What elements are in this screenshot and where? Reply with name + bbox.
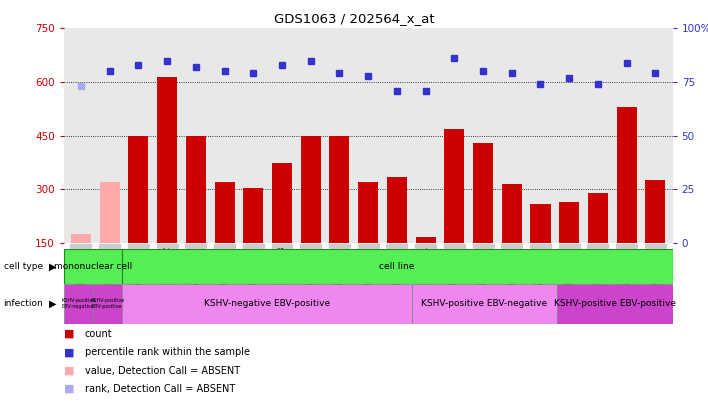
Bar [617, 107, 636, 243]
Text: GDS1063 / 202564_x_at: GDS1063 / 202564_x_at [274, 12, 434, 25]
Text: GSM38793: GSM38793 [536, 246, 545, 288]
Bar [156, 243, 178, 306]
Text: ■: ■ [64, 329, 74, 339]
Text: GSM38803: GSM38803 [191, 246, 200, 288]
Bar [272, 162, 292, 243]
Text: GSM38806: GSM38806 [450, 246, 459, 288]
Text: ▶: ▶ [50, 299, 57, 309]
Bar [411, 284, 556, 324]
Bar [328, 243, 351, 306]
Bar [357, 243, 379, 306]
Text: KSHV-positive
EBV-positive: KSHV-positive EBV-positive [90, 298, 125, 309]
Bar [501, 243, 523, 306]
Bar [644, 243, 667, 306]
Bar [244, 188, 263, 243]
Bar [442, 243, 466, 306]
Text: GSM38805: GSM38805 [249, 246, 258, 288]
Text: GSM38790: GSM38790 [134, 246, 143, 288]
Bar [645, 180, 666, 243]
Bar [127, 243, 150, 306]
Bar [358, 182, 378, 243]
Text: percentile rank within the sample: percentile rank within the sample [85, 347, 250, 357]
Text: GSM38794: GSM38794 [565, 246, 573, 288]
Text: ▶: ▶ [50, 261, 57, 271]
Text: GSM38792: GSM38792 [507, 246, 516, 288]
Text: KSHV-positive EBV-positive: KSHV-positive EBV-positive [554, 299, 675, 308]
Text: count: count [85, 329, 113, 339]
Bar [71, 234, 91, 243]
Bar [559, 202, 579, 243]
Bar [184, 243, 207, 306]
Bar [301, 136, 321, 243]
Text: GSM38798: GSM38798 [622, 246, 631, 288]
Text: ■: ■ [64, 347, 74, 357]
Bar [556, 284, 673, 324]
Bar [100, 182, 120, 243]
Bar [502, 184, 522, 243]
Text: GSM38796: GSM38796 [335, 246, 344, 288]
Bar [98, 243, 121, 306]
Text: KSHV-negative EBV-positive: KSHV-negative EBV-positive [204, 299, 330, 308]
Text: cell line: cell line [379, 262, 415, 271]
Text: GSM38797: GSM38797 [364, 246, 372, 288]
Text: mononuclear cell: mononuclear cell [54, 262, 132, 271]
Bar [64, 249, 122, 284]
Text: GSM38791: GSM38791 [76, 246, 86, 288]
Bar [213, 243, 236, 306]
Text: KSHV-positive EBV-negative: KSHV-positive EBV-negative [421, 299, 547, 308]
Bar [586, 243, 610, 306]
Text: GSM38801: GSM38801 [421, 246, 430, 288]
Text: GSM38802: GSM38802 [163, 246, 171, 288]
Bar [157, 77, 177, 243]
Text: GSM38800: GSM38800 [392, 246, 401, 288]
Text: ■: ■ [64, 384, 74, 394]
Bar [387, 177, 407, 243]
Text: infection: infection [4, 299, 43, 308]
Text: GSM38809: GSM38809 [307, 246, 315, 288]
Bar [414, 243, 437, 306]
Bar [122, 284, 411, 324]
Bar [385, 243, 409, 306]
Text: KSHV-positive
EBV-negative: KSHV-positive EBV-negative [61, 298, 96, 309]
Bar [329, 136, 350, 243]
Bar [615, 243, 638, 306]
Bar [299, 243, 322, 306]
Bar [473, 143, 493, 243]
Text: cell type: cell type [4, 262, 42, 271]
Bar [530, 204, 551, 243]
Bar [270, 243, 294, 306]
Bar [416, 237, 435, 243]
Text: rank, Detection Call = ABSENT: rank, Detection Call = ABSENT [85, 384, 235, 394]
Text: GSM38804: GSM38804 [220, 246, 229, 288]
Text: GSM38808: GSM38808 [278, 246, 287, 288]
Text: GSM38799: GSM38799 [651, 246, 660, 288]
Bar [64, 284, 93, 324]
Text: value, Detection Call = ABSENT: value, Detection Call = ABSENT [85, 366, 240, 375]
Bar [185, 136, 206, 243]
Bar [472, 243, 494, 306]
Bar [445, 128, 464, 243]
Bar [558, 243, 581, 306]
Bar [215, 182, 234, 243]
Bar [529, 243, 552, 306]
Text: ■: ■ [64, 366, 74, 375]
Bar [588, 193, 608, 243]
Bar [93, 284, 122, 324]
Bar [242, 243, 265, 306]
Bar [122, 249, 673, 284]
Text: GSM38807: GSM38807 [479, 246, 488, 288]
Text: GSM38789: GSM38789 [105, 246, 114, 288]
Bar [69, 243, 93, 306]
Bar [128, 136, 149, 243]
Text: GSM38795: GSM38795 [593, 246, 603, 288]
